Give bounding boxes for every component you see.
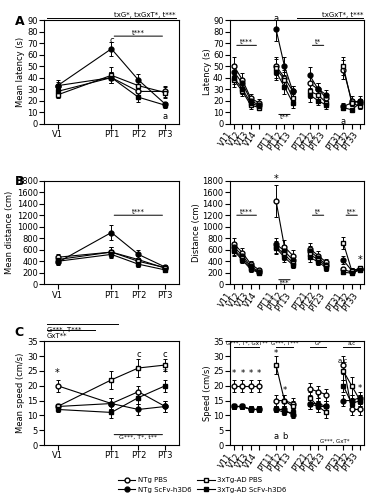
Text: *: *: [240, 370, 244, 378]
Text: a: a: [273, 14, 279, 24]
Text: t***: t***: [240, 209, 253, 215]
Text: B: B: [15, 176, 24, 188]
Text: t***: t***: [240, 40, 253, 46]
Text: G***, T***: G***, T***: [271, 341, 298, 346]
Text: *: *: [55, 368, 60, 378]
Text: b: b: [282, 432, 287, 440]
Text: t***: t***: [132, 30, 145, 36]
Y-axis label: Mean distance (cm): Mean distance (cm): [5, 191, 14, 274]
Text: a,c: a,c: [348, 341, 356, 346]
Text: *: *: [257, 370, 261, 378]
Text: G*: G*: [315, 341, 322, 346]
Text: G***, T*, t**: G***, T*, t**: [119, 434, 158, 440]
Text: G***, T*, GxT**: G***, T*, GxT**: [226, 341, 268, 346]
Text: *: *: [282, 386, 287, 394]
Y-axis label: Speed (cm/s): Speed (cm/s): [202, 366, 212, 421]
Y-axis label: Distance (cm): Distance (cm): [192, 203, 201, 262]
Text: t**: t**: [347, 209, 357, 215]
Text: G***, T***: G***, T***: [47, 327, 81, 333]
Text: *: *: [232, 370, 236, 378]
Text: GxT**: GxT**: [47, 334, 67, 340]
Text: *: *: [249, 370, 253, 378]
Text: *: *: [274, 348, 278, 358]
Y-axis label: Mean latency (s): Mean latency (s): [15, 37, 25, 107]
Text: G***, GxT*: G***, GxT*: [320, 438, 350, 444]
Text: a: a: [163, 112, 168, 121]
Text: *: *: [358, 384, 362, 393]
Text: txGxT*, t***: txGxT*, t***: [322, 12, 363, 18]
Y-axis label: Latency (s): Latency (s): [202, 48, 212, 95]
Text: a,c: a,c: [338, 358, 348, 364]
Text: *: *: [274, 174, 279, 184]
Text: *: *: [358, 254, 362, 264]
Text: txG*, txGxT*, t***: txG*, txGxT*, t***: [114, 12, 176, 18]
Text: a: a: [273, 432, 279, 440]
Text: c: c: [316, 393, 320, 399]
Legend: NTg PBS, NTg ScFv-h3D6, 3xTg-AD PBS, 3xTg-AD ScFv-h3D6: NTg PBS, NTg ScFv-h3D6, 3xTg-AD PBS, 3xT…: [117, 476, 288, 494]
Text: t**: t**: [280, 280, 289, 285]
Y-axis label: Mean speed (cm/s): Mean speed (cm/s): [15, 353, 25, 434]
Text: t***: t***: [132, 209, 145, 215]
Text: c: c: [136, 350, 141, 359]
Text: t*: t*: [315, 40, 321, 46]
Text: c: c: [109, 36, 114, 46]
Text: *: *: [163, 368, 167, 378]
Text: t**: t**: [280, 114, 289, 120]
Text: a: a: [341, 116, 346, 126]
Text: A: A: [15, 15, 24, 28]
Text: t*: t*: [315, 209, 321, 215]
Text: C: C: [15, 326, 24, 339]
Text: c: c: [163, 350, 167, 359]
